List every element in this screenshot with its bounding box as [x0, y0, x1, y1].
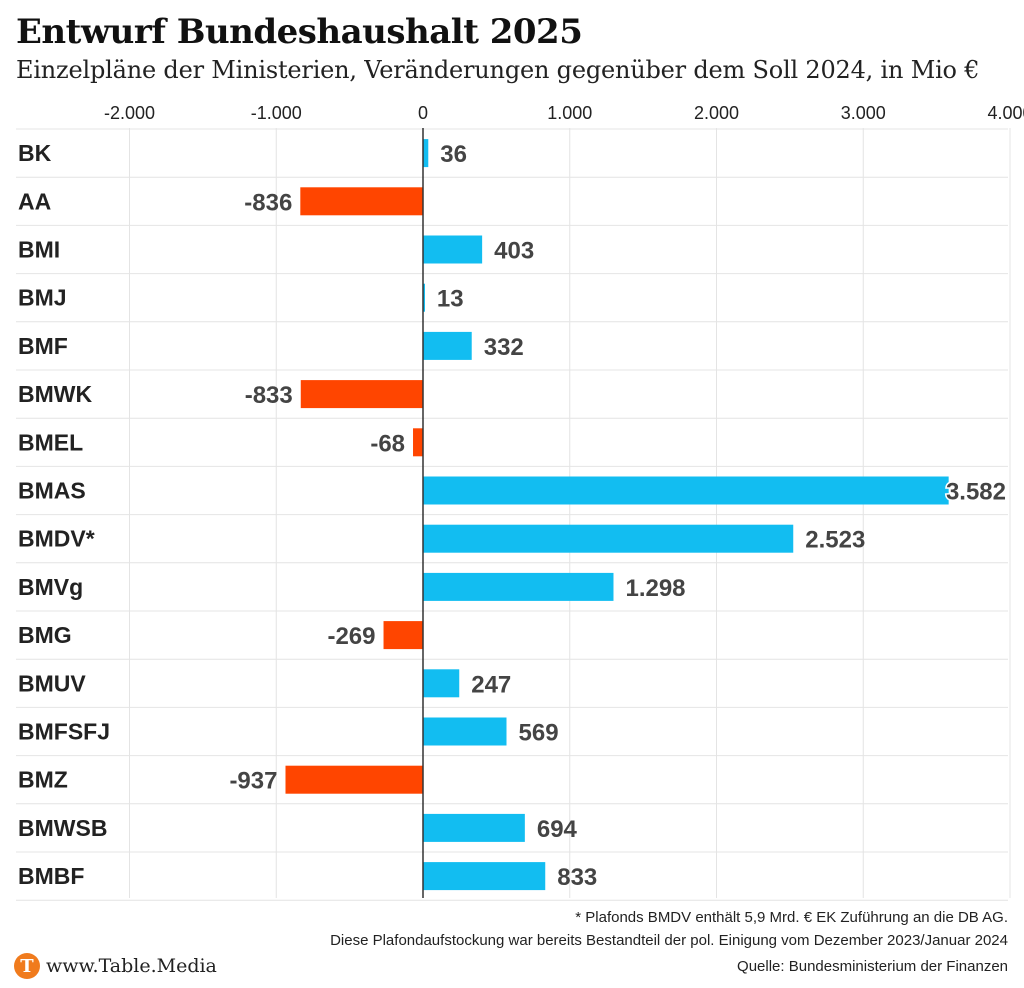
bar — [423, 283, 425, 312]
category-label: BMI — [18, 237, 60, 263]
category-label: BMUV — [18, 670, 86, 696]
bar-chart: -2.000 -1.000 0 1.000 2.000 3.000 4.000 BK 36 AA -… — [16, 103, 1024, 901]
category-label: BMZ — [18, 767, 68, 793]
chart-subtitle: Einzelpläne der Ministerien, Veränderung… — [16, 56, 980, 84]
bar — [423, 717, 507, 746]
bar — [300, 380, 423, 409]
bar — [413, 428, 423, 457]
category-label: BK — [18, 140, 52, 166]
footnote-line-1: * Plafonds BMDV enthält 5,9 Mrd. € EK Zu… — [575, 909, 1008, 926]
x-tick-label: 0 — [418, 103, 428, 123]
category-label: AA — [18, 188, 51, 214]
data-label: -937 — [229, 768, 277, 795]
footnote-line-2: Diese Plafondaufstockung war bereits Bes… — [330, 932, 1008, 949]
data-label: 13 — [437, 286, 464, 313]
data-label: 2.523 — [805, 527, 865, 554]
data-label: 36 — [440, 141, 467, 168]
data-label: 569 — [519, 720, 559, 747]
x-tick-label: -2.000 — [104, 103, 155, 123]
bar — [423, 476, 949, 505]
bar — [383, 621, 423, 650]
bar — [423, 139, 429, 168]
category-label: BMDV* — [18, 526, 95, 552]
brand-url: www.Table.Media — [46, 955, 217, 977]
bar — [300, 187, 423, 216]
data-label: -68 — [370, 430, 405, 457]
data-label: -269 — [327, 623, 375, 650]
bar — [285, 765, 423, 794]
x-tick-label: 4.000 — [987, 103, 1024, 123]
chart-title: Entwurf Bundeshaushalt 2025 — [16, 12, 583, 52]
data-label: 1.298 — [625, 575, 685, 602]
bar — [423, 572, 614, 601]
x-tick-label: 3.000 — [841, 103, 886, 123]
x-tick-label: 2.000 — [694, 103, 739, 123]
bar — [423, 669, 460, 698]
category-label: BMEL — [18, 429, 83, 455]
bar — [423, 813, 525, 842]
bar — [423, 331, 472, 360]
data-label: 833 — [557, 864, 597, 891]
category-label: BMF — [18, 333, 68, 359]
brand: T www.Table.Media — [14, 953, 217, 979]
category-label: BMBF — [18, 863, 84, 889]
data-label: 332 — [484, 334, 524, 361]
data-label: 403 — [494, 238, 534, 265]
data-label: -836 — [244, 189, 292, 216]
category-label: BMAS — [18, 478, 86, 504]
bar — [423, 524, 794, 553]
data-label: 694 — [537, 816, 578, 843]
bar — [423, 862, 546, 891]
category-label: BMWSB — [18, 815, 107, 841]
category-label: BMG — [18, 622, 72, 648]
category-label: BMVg — [18, 574, 83, 600]
bar — [423, 235, 483, 264]
data-label: 3.582 — [946, 479, 1006, 506]
category-label: BMFSFJ — [18, 719, 110, 745]
category-label: BMJ — [18, 285, 67, 311]
table-media-logo-icon: T — [14, 953, 40, 979]
x-tick-label: 1.000 — [547, 103, 592, 123]
category-label: BMWK — [18, 381, 92, 407]
source-note: Quelle: Bundesministerium der Finanzen — [737, 958, 1008, 975]
x-tick-label: -1.000 — [251, 103, 302, 123]
data-label: 247 — [471, 671, 511, 698]
data-label: -833 — [245, 382, 293, 409]
